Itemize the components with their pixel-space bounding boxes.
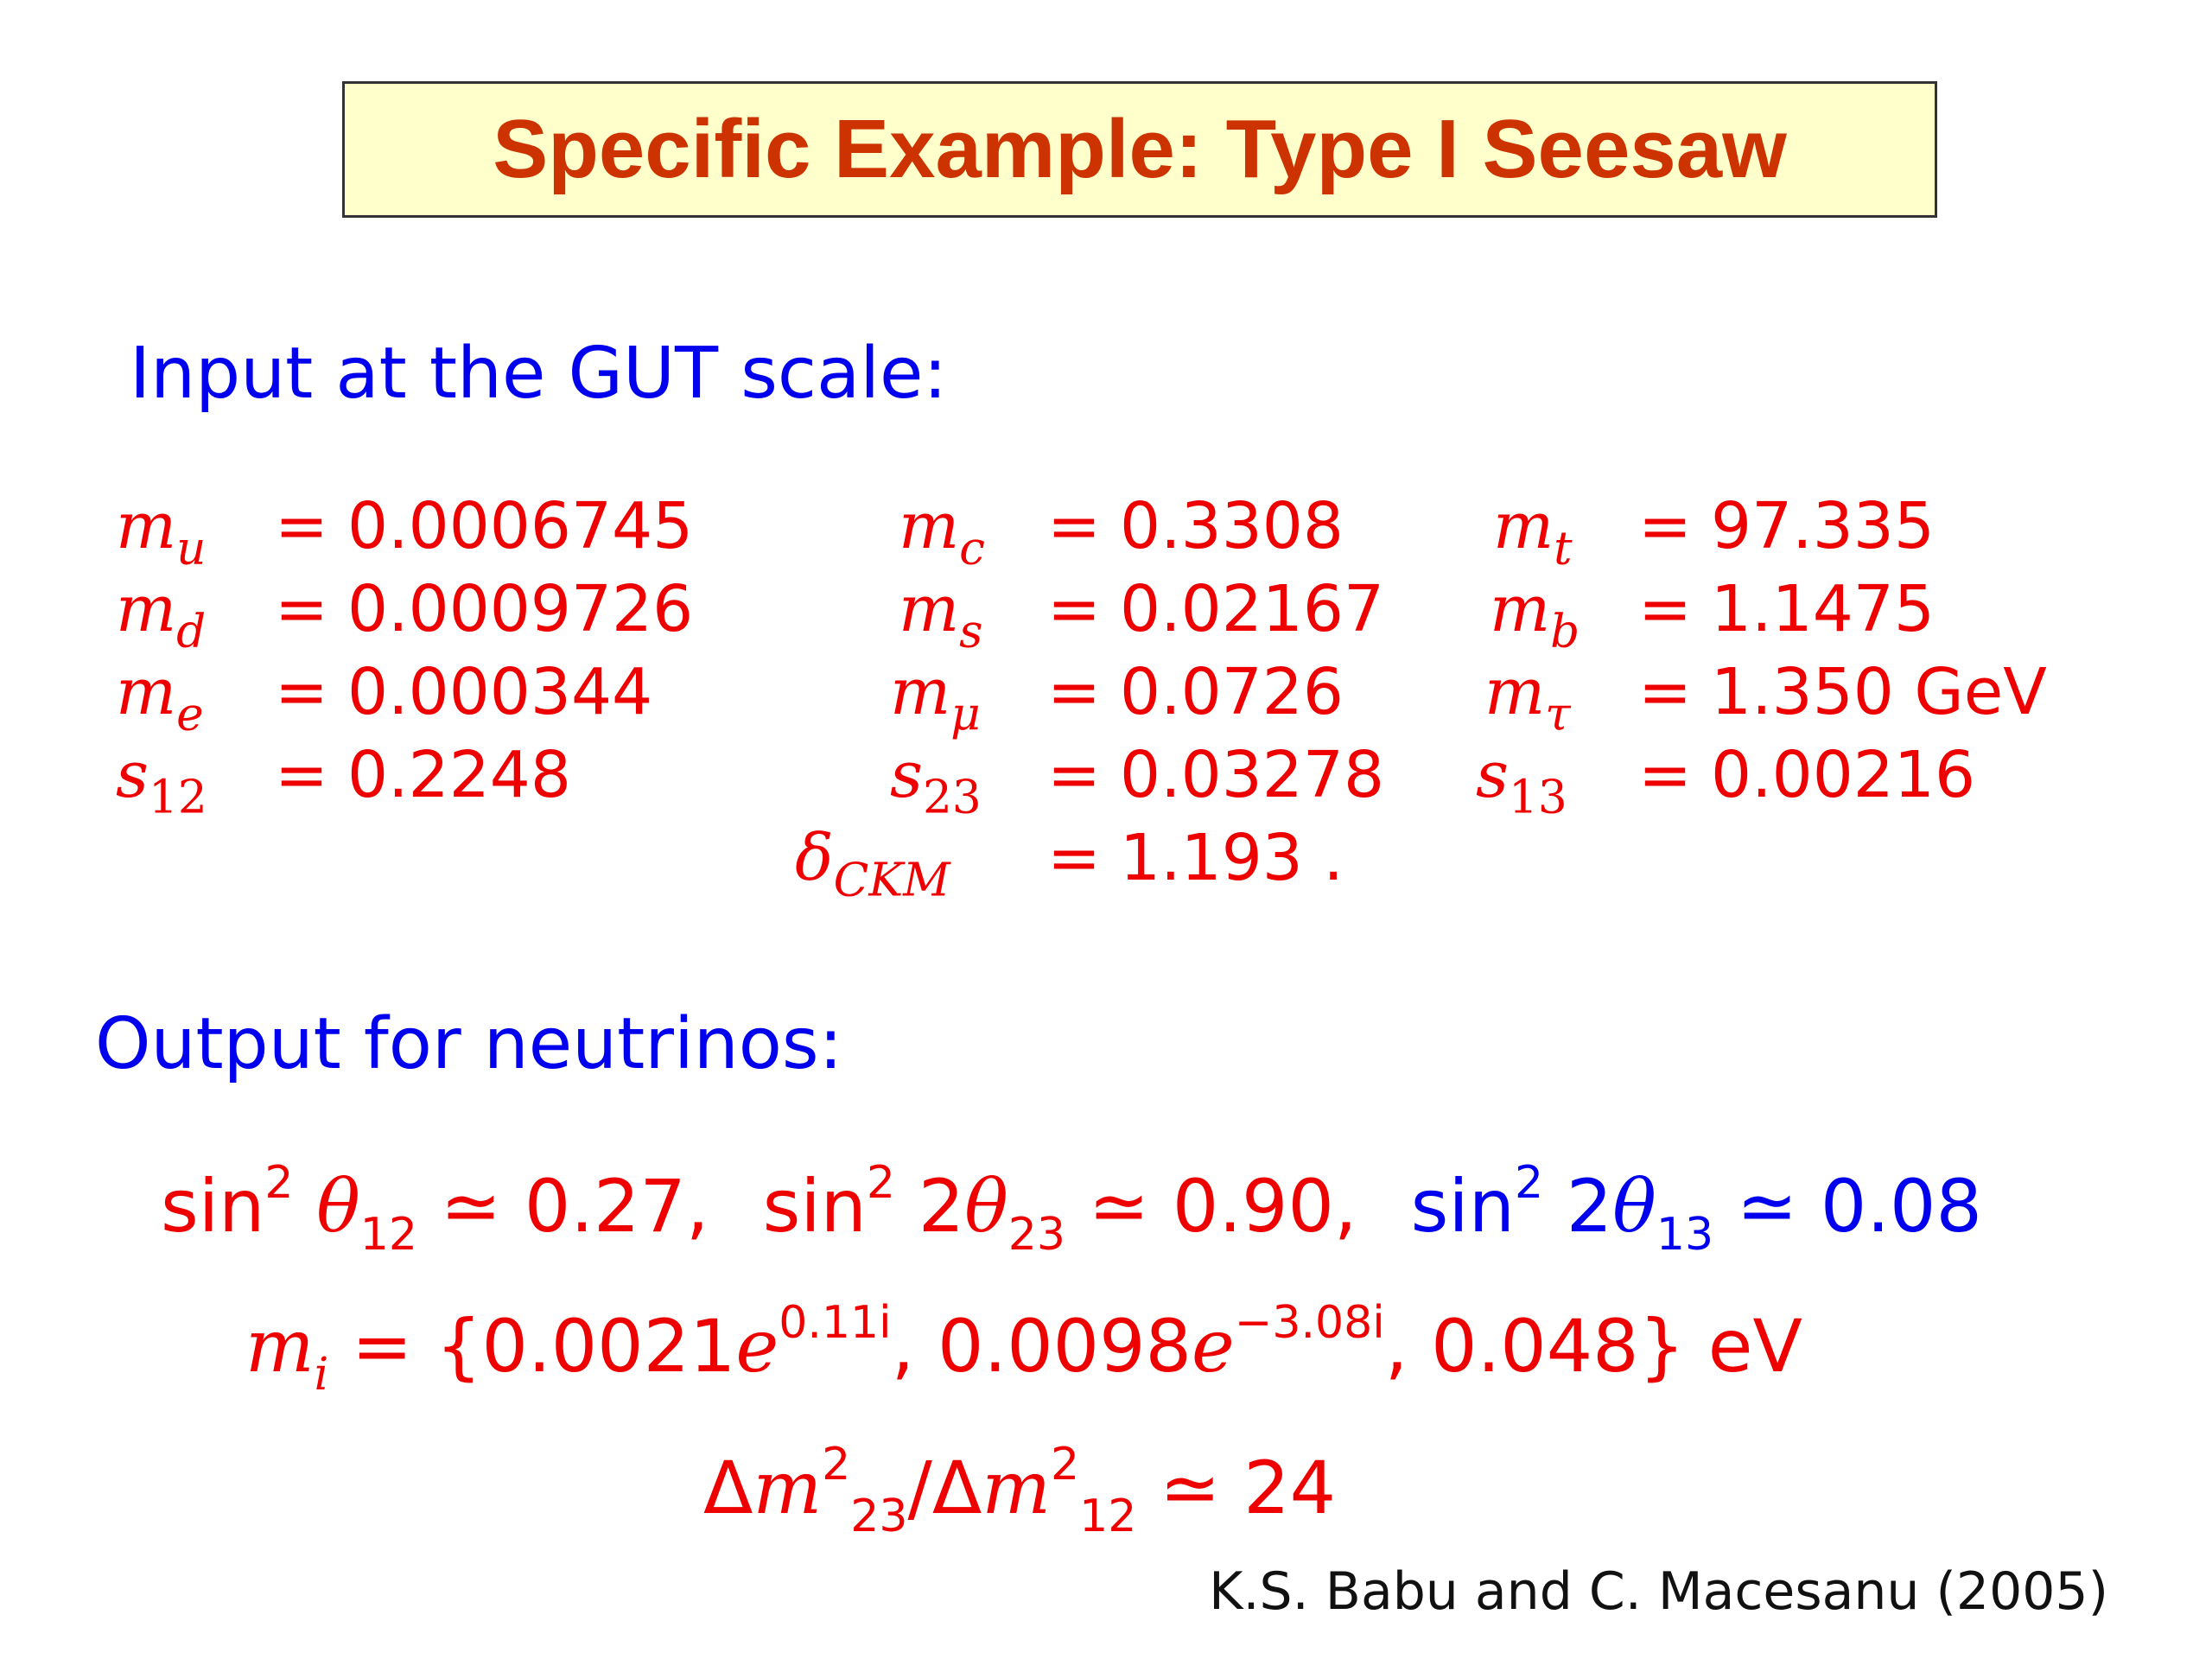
var-m-b: mb (1490, 572, 1580, 658)
value-m-tau: = 1.350 GeV (1638, 655, 2047, 729)
var-m-mu: mμ (890, 655, 981, 741)
var-m-tau: mτ (1484, 655, 1571, 741)
var-m-u: mu (116, 489, 207, 575)
value-delta-ckm: = 1.193 . (1047, 821, 1344, 895)
var-s-13: s13 (1476, 738, 1567, 824)
citation: K.S. Babu and C. Macesanu (2005) (1209, 1561, 2108, 1622)
neutrino-masses-line: mi = {0.0021e0.11i, 0.0098e−3.08i, 0.048… (245, 1296, 1802, 1401)
var-m-t: mt (1493, 489, 1573, 575)
value-m-e: = 0.000344 (275, 655, 653, 729)
var-m-d: md (116, 572, 207, 658)
mixing-angles-line: sin2 θ12 ≃ 0.27, sin2 2θ23 ≃ 0.90, sin2 2θ… (161, 1160, 1982, 1257)
mass-ratio-line: Δm223/Δm212 ≃ 24 (703, 1438, 1337, 1542)
value-m-u: = 0.0006745 (275, 489, 694, 563)
var-s-12: s12 (116, 738, 207, 824)
input-heading: Input at the GUT scale: (130, 333, 948, 415)
sin2-theta12: sin2 θ12 ≃ 0.27, (161, 1156, 709, 1261)
title-box: Specific Example: Type I Seesaw (342, 81, 1937, 218)
value-m-b: = 1.1475 (1638, 572, 1935, 646)
value-m-c: = 0.3308 (1047, 489, 1344, 563)
var-s-23: s23 (890, 738, 982, 824)
value-s-12: = 0.2248 (275, 738, 571, 812)
output-heading: Output for neutrinos: (95, 1003, 843, 1085)
var-m-s: ms (899, 572, 983, 658)
var-m-e: me (116, 655, 204, 741)
sin2-2theta23: sin2 2θ23 ≃ 0.90, (762, 1156, 1357, 1261)
value-s-13: = 0.00216 (1638, 738, 1976, 812)
value-m-mu: = 0.0726 (1047, 655, 1344, 729)
value-s-23: = 0.03278 (1047, 738, 1385, 812)
slide-title: Specific Example: Type I Seesaw (493, 103, 1787, 195)
value-m-s: = 0.02167 (1047, 572, 1385, 646)
value-m-d: = 0.0009726 (275, 572, 694, 646)
sin2-2theta13: sin2 2θ13 ≃ 0.08 (1410, 1156, 1982, 1261)
value-m-t: = 97.335 (1638, 489, 1935, 563)
var-delta-ckm: δCKM (795, 821, 950, 907)
var-m-c: mc (899, 489, 986, 575)
